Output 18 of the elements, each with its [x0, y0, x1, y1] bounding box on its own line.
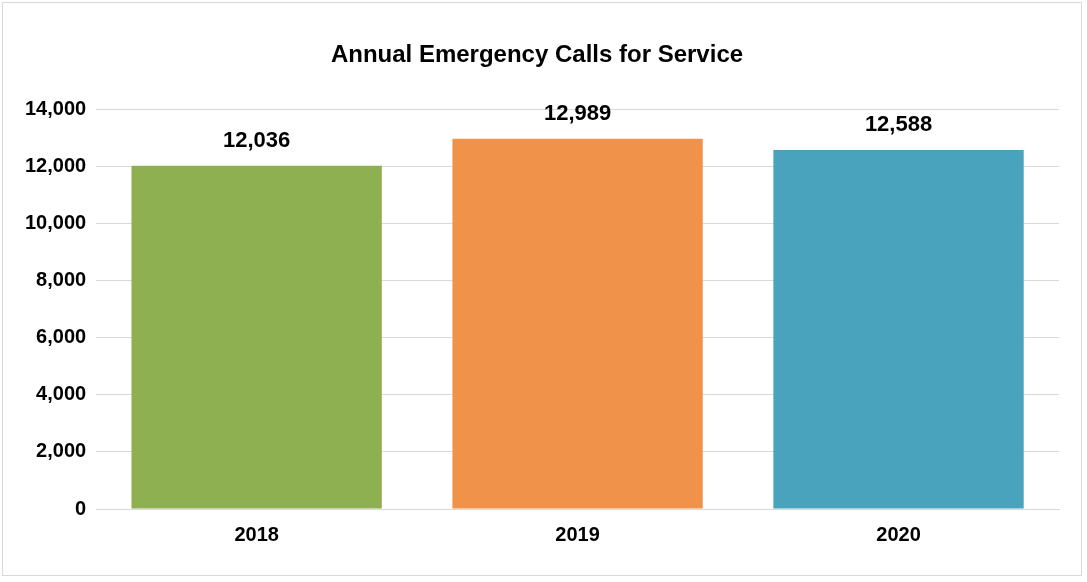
y-tick-label: 10,000	[25, 211, 87, 234]
bar	[773, 150, 1024, 509]
x-tick-label: 2020	[876, 522, 921, 545]
data-label: 12,588	[864, 111, 933, 137]
y-tick-label: 4,000	[36, 382, 87, 405]
data-label: 12,989	[543, 99, 612, 125]
x-tick-label: 2019	[555, 522, 600, 545]
y-tick-label: 14,000	[25, 97, 87, 120]
y-tick-label: 2,000	[36, 439, 87, 462]
data-label: 12,036	[222, 126, 291, 152]
bar	[452, 138, 703, 509]
chart-title: Annual Emergency Calls for Service	[330, 40, 744, 68]
y-tick-label: 6,000	[36, 325, 87, 348]
y-tick-label: 12,000	[25, 154, 87, 177]
y-tick-label: 0	[75, 496, 87, 519]
y-tick-label: 8,000	[36, 268, 87, 291]
x-tick-label: 2018	[234, 522, 279, 545]
bar	[131, 165, 382, 509]
